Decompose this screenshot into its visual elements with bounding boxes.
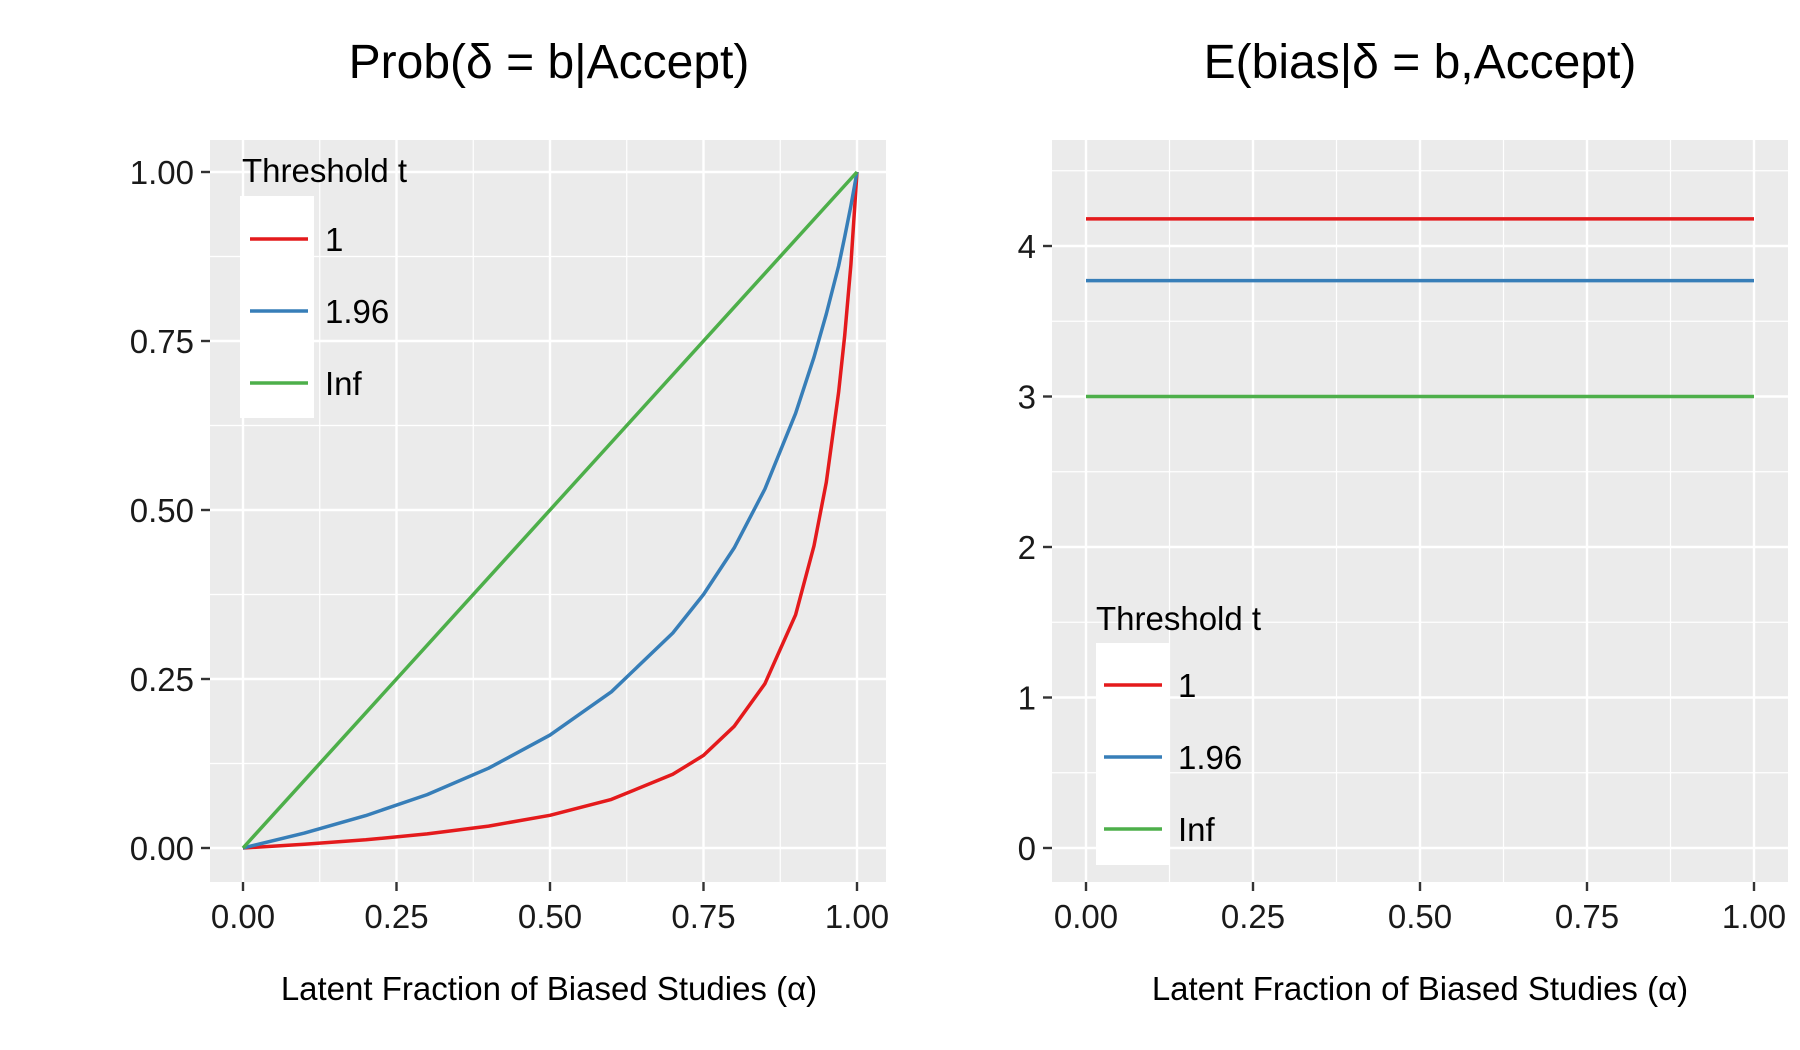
y-axis-ticks: 0 1 2 3 4	[1018, 228, 1052, 867]
x-tick-label: 0.50	[1388, 898, 1452, 935]
legend-background	[1096, 643, 1170, 865]
legend-label-1: 1	[325, 221, 343, 258]
legend: Threshold t 1 1.96 Inf	[240, 152, 407, 418]
legend-title: Threshold t	[1096, 600, 1261, 637]
y-tick-label: 0.50	[130, 492, 194, 529]
legend: Threshold t 1 1.96 Inf	[1096, 600, 1261, 865]
legend-label-inf: Inf	[325, 365, 363, 402]
series-lines	[1086, 217, 1754, 399]
chart-left: Prob(δ = b|Accept) 0.000.250.500.751.00 …	[130, 36, 889, 1007]
x-axis-label: Latent Fraction of Biased Studies (α)	[1152, 970, 1688, 1007]
x-tick-label: 0.75	[1555, 898, 1619, 935]
x-axis-label: Latent Fraction of Biased Studies (α)	[281, 970, 817, 1007]
x-axis-ticks: 0.00 0.25 0.50 0.75 1.00	[1054, 882, 1786, 935]
x-tick-label: 0.25	[364, 898, 428, 935]
x-axis-ticks: 0.00 0.25 0.50 0.75 1.00	[211, 882, 889, 935]
x-tick-label: 0.00	[211, 898, 275, 935]
y-tick-label: 1	[1018, 680, 1036, 717]
legend-label-inf: Inf	[1178, 811, 1216, 848]
legend-background	[240, 196, 314, 418]
series-line-1-96	[242, 171, 859, 850]
y-tick-label: 0	[1018, 830, 1036, 867]
x-tick-label: 1.00	[825, 898, 889, 935]
x-tick-label: 0.75	[671, 898, 735, 935]
y-tick-label: 0.25	[130, 661, 194, 698]
series-line-inf	[241, 170, 859, 850]
y-tick-label: 1.00	[130, 154, 194, 191]
series-lines	[241, 170, 859, 850]
x-tick-label: 0.25	[1221, 898, 1285, 935]
y-tick-label: 2	[1018, 529, 1036, 566]
series-line-1	[242, 171, 859, 850]
legend-label-1: 1	[1178, 667, 1196, 704]
x-tick-label: 0.50	[518, 898, 582, 935]
y-axis-ticks: 0.00 0.25 0.50 0.75 1.00	[130, 154, 210, 867]
legend-title: Threshold t	[242, 152, 407, 189]
y-tick-label: 3	[1018, 379, 1036, 416]
x-tick-label: 0.00	[1054, 898, 1118, 935]
y-tick-label: 4	[1018, 228, 1036, 265]
x-tick-label: 1.00	[1722, 898, 1786, 935]
chart-title: E(bias|δ = b,Accept)	[1204, 36, 1637, 89]
legend-label-1-96: 1.96	[1178, 739, 1242, 776]
y-tick-label: 0.00	[130, 830, 194, 867]
y-tick-label: 0.75	[130, 323, 194, 360]
legend-label-1-96: 1.96	[325, 293, 389, 330]
chart-title: Prob(δ = b|Accept)	[349, 36, 750, 89]
